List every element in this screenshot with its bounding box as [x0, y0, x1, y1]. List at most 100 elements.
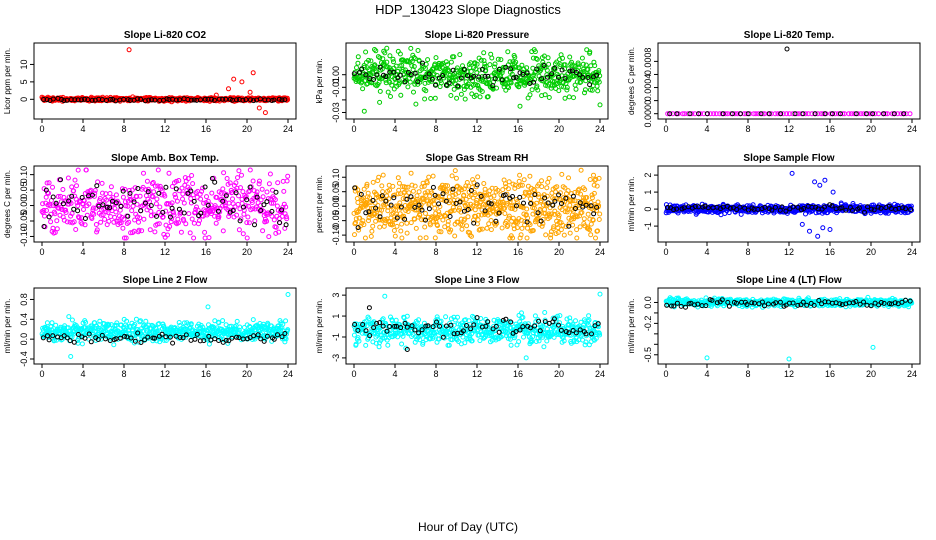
data-point	[425, 189, 431, 195]
data-point	[394, 223, 400, 229]
data-point	[570, 198, 576, 204]
data-point	[143, 318, 149, 324]
data-point	[429, 76, 435, 82]
data-point	[232, 204, 238, 210]
data-point	[275, 180, 281, 186]
data-point	[510, 235, 516, 241]
data-point	[516, 178, 522, 184]
outlier-point	[827, 227, 833, 232]
data-point	[97, 196, 103, 201]
data-point	[550, 226, 556, 232]
data-point	[160, 209, 166, 215]
data-point	[66, 201, 72, 207]
data-point	[399, 341, 405, 347]
outlier-point	[68, 354, 74, 359]
data-point	[55, 194, 61, 199]
data-point	[245, 203, 251, 209]
data-point	[507, 59, 513, 65]
x-tick-label: 24	[907, 124, 917, 134]
data-point	[250, 178, 256, 184]
data-point	[281, 188, 287, 194]
data-point	[49, 320, 55, 326]
data-point	[176, 206, 182, 212]
y-axis-label: percent per min.	[315, 175, 324, 233]
data-point	[82, 216, 88, 221]
data-point	[241, 204, 246, 210]
data-point	[216, 214, 222, 220]
x-tick-label: 12	[472, 369, 482, 379]
data-point	[386, 196, 392, 202]
data-point	[395, 175, 401, 181]
data-point	[430, 173, 436, 179]
data-point	[549, 71, 555, 77]
data-point	[510, 181, 516, 187]
data-point	[596, 79, 602, 85]
data-point	[222, 203, 228, 209]
data-point	[234, 212, 240, 218]
data-point	[407, 79, 413, 85]
x-tick-label: 0	[39, 247, 44, 257]
data-point	[455, 83, 461, 89]
data-point	[142, 200, 148, 206]
data-point	[220, 96, 226, 102]
data-point	[121, 235, 127, 241]
data-point	[257, 96, 263, 102]
data-point	[239, 172, 244, 178]
data-point	[588, 221, 594, 227]
data-point	[404, 230, 410, 236]
data-point	[272, 197, 278, 203]
data-point	[527, 173, 533, 179]
data-point	[461, 208, 467, 214]
data-point	[517, 194, 523, 200]
data-point	[397, 200, 403, 206]
data-point	[168, 219, 174, 225]
data-point	[213, 220, 219, 226]
data-point	[468, 188, 474, 193]
data-point	[148, 208, 154, 214]
data-point	[855, 111, 861, 117]
data-point	[188, 97, 194, 103]
data-point	[264, 218, 270, 224]
data-point	[471, 180, 477, 186]
data-point	[355, 225, 361, 231]
data-point	[475, 174, 481, 180]
data-point	[244, 235, 250, 241]
data-point	[41, 97, 47, 102]
data-point	[270, 200, 276, 206]
data-point	[481, 50, 487, 56]
x-tick-label: 20	[866, 124, 876, 134]
data-point	[704, 111, 710, 117]
y-tick-label: 5	[19, 79, 29, 84]
data-point	[680, 111, 686, 117]
data-point	[492, 64, 497, 70]
data-point	[252, 222, 257, 228]
data-point	[464, 223, 470, 229]
x-tick-label: 4	[392, 124, 397, 134]
data-point	[439, 197, 445, 202]
data-point	[544, 338, 550, 344]
data-point	[479, 74, 485, 80]
data-point	[283, 318, 289, 324]
data-point	[784, 111, 790, 117]
data-point	[858, 111, 864, 117]
outlier-point	[597, 102, 603, 108]
data-point	[438, 229, 444, 235]
data-point	[236, 193, 242, 199]
data-point	[476, 212, 481, 218]
data-point	[365, 190, 371, 196]
data-point	[43, 194, 49, 200]
data-point	[539, 223, 545, 229]
data-point	[398, 228, 404, 234]
data-point	[522, 218, 528, 224]
data-point	[230, 208, 236, 214]
data-point	[571, 95, 576, 101]
data-point	[200, 185, 206, 191]
data-point	[152, 97, 158, 103]
data-point	[181, 210, 187, 216]
data-point	[363, 200, 369, 205]
data-point	[259, 186, 265, 192]
data-point	[355, 54, 361, 60]
data-point	[113, 209, 119, 215]
data-point	[274, 203, 280, 209]
